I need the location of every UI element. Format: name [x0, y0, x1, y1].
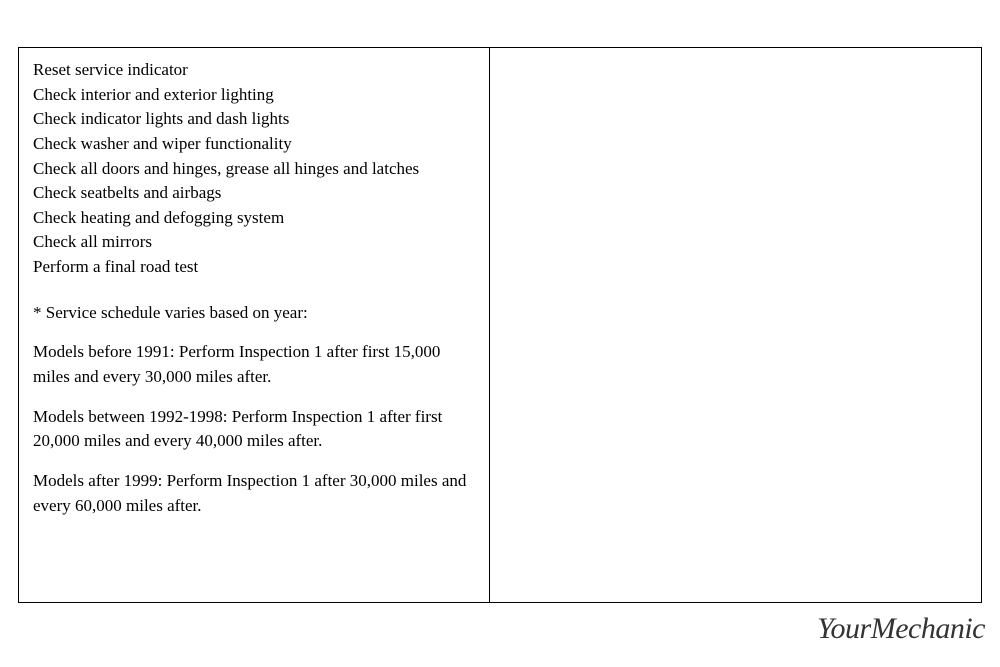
table-right-column — [490, 48, 981, 602]
spacer — [33, 454, 475, 469]
checklist-item: Check indicator lights and dash lights — [33, 107, 475, 132]
checklist-item: Check seatbelts and airbags — [33, 181, 475, 206]
checklist-item: Check interior and exterior lighting — [33, 83, 475, 108]
checklist-item: Reset service indicator — [33, 58, 475, 83]
spacer — [33, 280, 475, 301]
yourmechanic-logo: YourMechanic — [817, 612, 985, 646]
spacer — [33, 390, 475, 405]
service-table: Reset service indicator Check interior a… — [18, 47, 982, 603]
footnote-header: * Service schedule varies based on year: — [33, 301, 475, 326]
schedule-item: Models before 1991: Perform Inspection 1… — [33, 340, 475, 389]
checklist-item: Perform a final road test — [33, 255, 475, 280]
checklist-item: Check all mirrors — [33, 230, 475, 255]
spacer — [33, 325, 475, 340]
schedule-item: Models after 1999: Perform Inspection 1 … — [33, 469, 475, 518]
schedule-item: Models between 1992-1998: Perform Inspec… — [33, 405, 475, 454]
checklist-item: Check heating and defogging system — [33, 206, 475, 231]
table-left-column: Reset service indicator Check interior a… — [19, 48, 490, 602]
checklist-item: Check washer and wiper functionality — [33, 132, 475, 157]
checklist-item: Check all doors and hinges, grease all h… — [33, 157, 475, 182]
